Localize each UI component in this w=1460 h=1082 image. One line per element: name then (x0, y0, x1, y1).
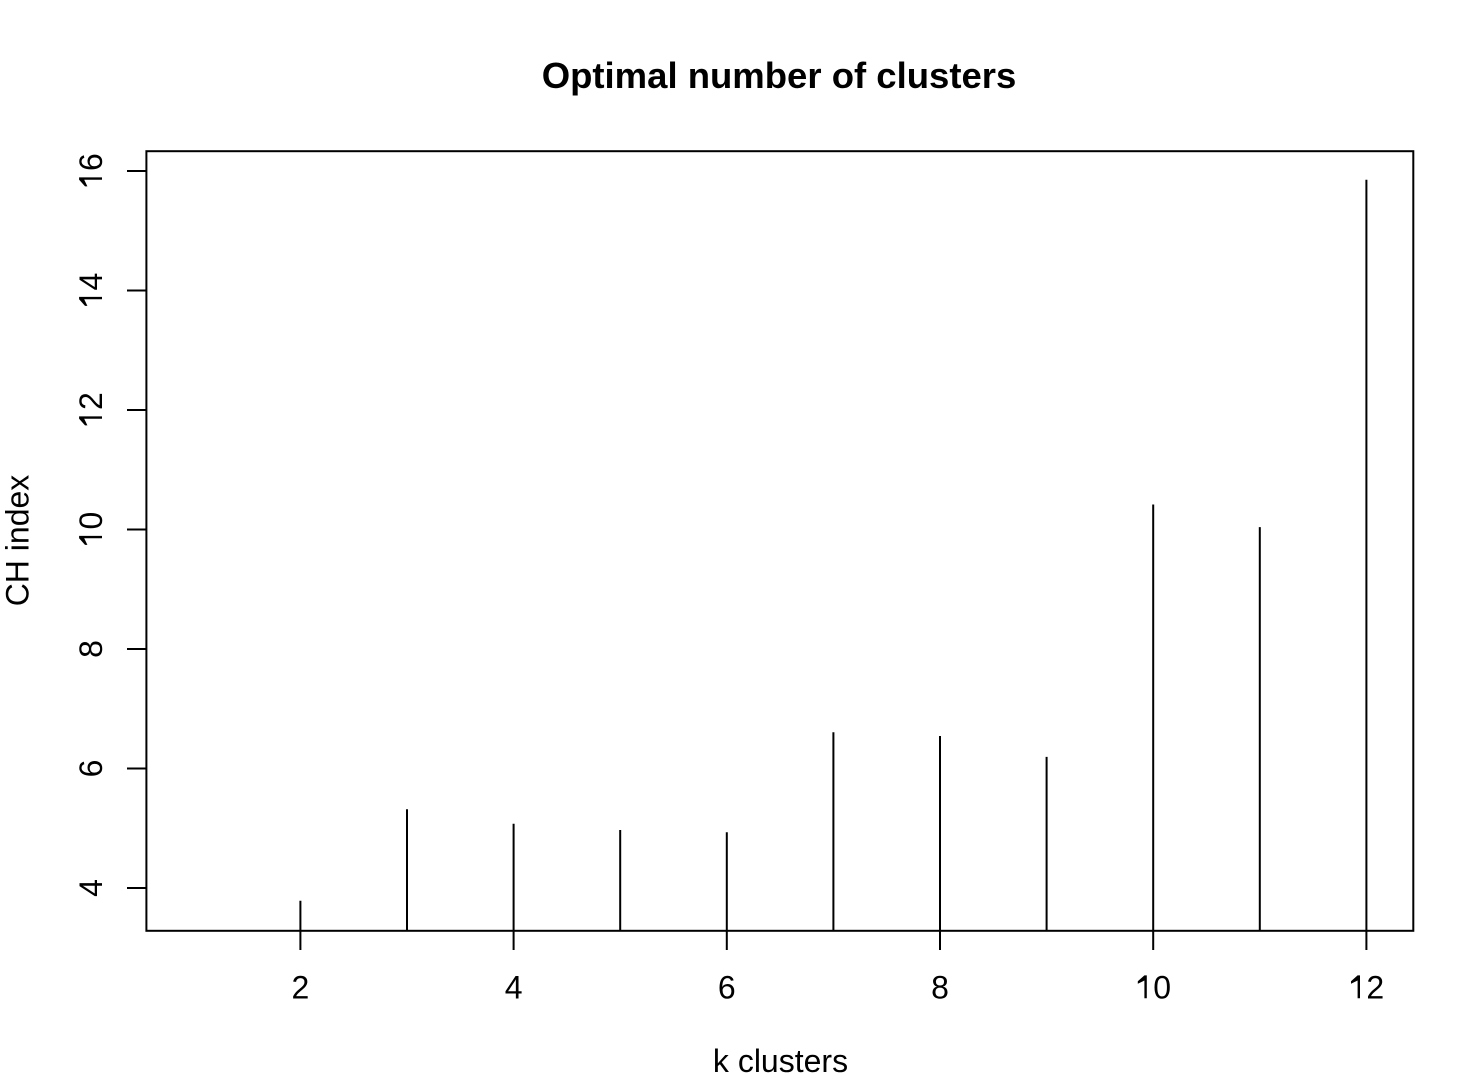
svg-text:8: 8 (73, 640, 109, 658)
svg-text:2: 2 (292, 969, 310, 1005)
svg-text:4: 4 (505, 969, 523, 1005)
svg-text:2: 2 (73, 392, 109, 410)
svg-text:0: 0 (1153, 969, 1171, 1005)
svg-text:6: 6 (718, 969, 736, 1005)
svg-text:8: 8 (931, 969, 949, 1005)
svg-text:4: 4 (73, 879, 109, 897)
svg-text:6: 6 (73, 760, 109, 778)
svg-text:2: 2 (1366, 969, 1384, 1005)
svg-text:Optimal number of clusters: Optimal number of clusters (542, 55, 1017, 96)
svg-text:k clusters: k clusters (713, 1043, 848, 1079)
svg-text:CH index: CH index (0, 475, 36, 607)
svg-text:4: 4 (73, 273, 109, 291)
svg-text:6: 6 (73, 153, 109, 171)
svg-text:0: 0 (73, 512, 109, 530)
